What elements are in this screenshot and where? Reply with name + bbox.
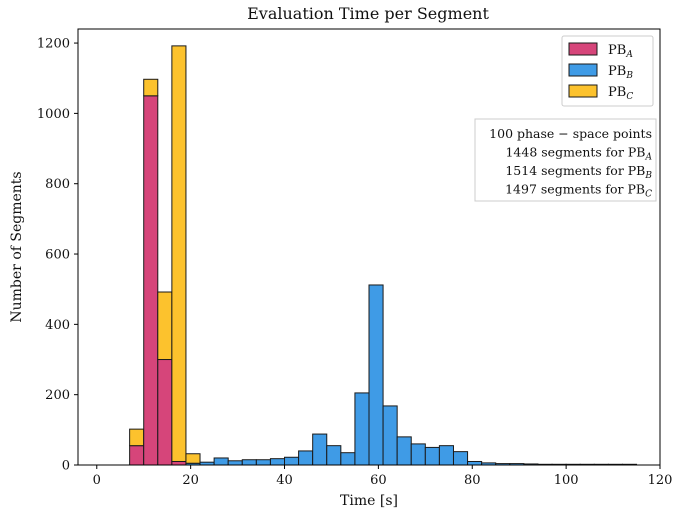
y-tick-label: 200 (45, 388, 70, 403)
x-tick-label: 120 (648, 473, 673, 488)
bars-layer (129, 45, 638, 466)
bar-pb-b-55 (354, 392, 370, 466)
bar-pb-b-28 (227, 460, 243, 466)
y-tick-label: 400 (45, 318, 70, 333)
annotation-line: 1448 segments for PBA (505, 145, 652, 163)
annotation-box: 100 phase − space points 1448 segments fo… (474, 118, 657, 202)
annotation-frame (474, 118, 657, 202)
bar-pb-b-25 (213, 457, 229, 466)
bar-pb-b-73 (438, 445, 454, 466)
y-tick-label: 1200 (37, 37, 70, 52)
x-axis-label: Time [s] (340, 493, 398, 509)
y-axis-label: Number of Segments (9, 171, 25, 322)
bar-pb-c-16 (171, 45, 187, 462)
bar-pb-b-31 (241, 459, 257, 466)
bar-pb-b-64 (396, 436, 412, 466)
x-tick-label: 0 (93, 473, 101, 488)
annotation-line: 1497 segments for PBC (505, 182, 652, 200)
x-axis-ticks: 0 20 40 60 80 100 120 (93, 465, 673, 488)
bar-pb-b-58 (368, 284, 384, 466)
bar-pb-b-40 (284, 456, 300, 466)
y-tick-label: 600 (45, 248, 70, 263)
y-tick-label: 800 (45, 177, 70, 192)
x-tick-label: 60 (370, 473, 387, 488)
legend: PBA PBB PBC (561, 35, 654, 107)
bar-pb-b-61 (382, 405, 398, 466)
y-tick-label: 0 (62, 459, 70, 474)
bar-pb-b-49 (326, 445, 342, 466)
annotation-line: 100 phase − space points (489, 126, 652, 141)
bar-pb-c-19 (185, 453, 201, 464)
legend-swatch (568, 63, 598, 77)
bar-pb-c-7 (129, 428, 145, 447)
x-tick-label: 100 (554, 473, 579, 488)
legend-swatch (568, 42, 598, 56)
legend-label: PBC (608, 85, 633, 102)
bar-pb-a-16 (171, 460, 187, 466)
bar-pb-b-34 (255, 459, 271, 466)
bar-pb-c-13 (157, 291, 173, 361)
bar-pb-b-76 (452, 451, 469, 466)
x-tick-label: 80 (464, 473, 481, 488)
bar-pb-a-7 (129, 445, 145, 466)
bar-pb-a-10 (143, 95, 159, 466)
bar-pb-b-79 (467, 460, 483, 466)
legend-swatch (568, 84, 598, 98)
bar-pb-b-52 (340, 452, 356, 466)
bar-pb-b-46 (312, 433, 328, 466)
bar-pb-a-13 (157, 359, 173, 466)
legend-label: PBA (608, 43, 633, 60)
bar-pb-b-43 (298, 450, 314, 466)
legend-label: PBB (608, 64, 633, 81)
chart-title: Evaluation Time per Segment (247, 4, 489, 23)
bar-pb-b-67 (410, 443, 426, 466)
x-tick-label: 20 (182, 473, 199, 488)
bar-pb-b-37 (269, 458, 286, 466)
plot-area-frame (77, 28, 661, 466)
bar-pb-b-70 (424, 446, 440, 466)
annotation-line: 1514 segments for PBB (505, 163, 652, 181)
y-tick-label: 1000 (37, 107, 70, 122)
x-tick-label: 40 (276, 473, 293, 488)
bar-pb-c-10 (143, 78, 159, 97)
y-axis-ticks: 0 200 400 600 800 1000 1200 (37, 37, 78, 474)
